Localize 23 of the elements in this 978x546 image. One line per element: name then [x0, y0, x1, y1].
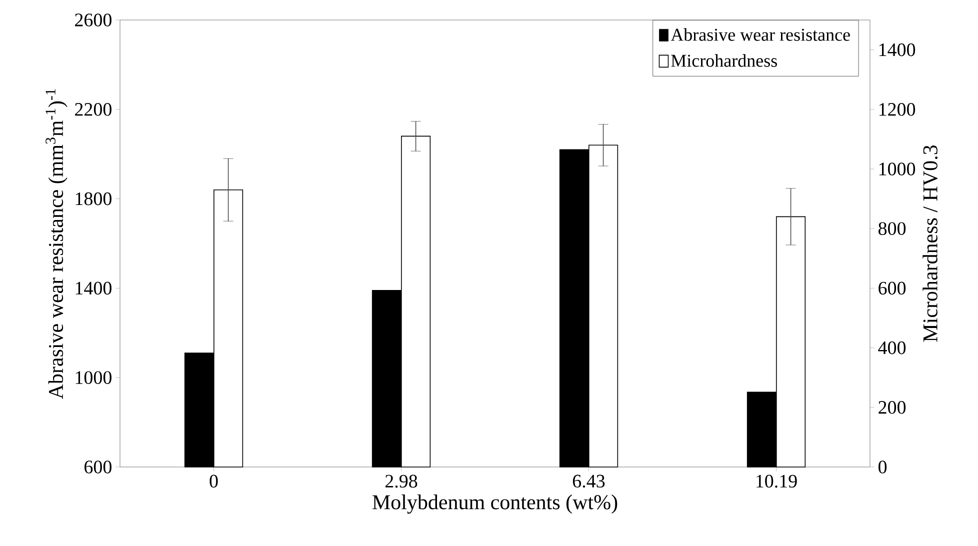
y-tick-label: 1000	[76, 371, 112, 384]
x-axis-title: Molybdenum contents (wt%)	[372, 494, 618, 514]
x-tick-label: 0	[210, 474, 218, 488]
legend-label: Abrasive wear resistance	[670, 28, 850, 41]
y-axis-title: Abrasive wear resistance (mm$^{3}$m$^{-1}$)$^{-1}$	[46, 89, 68, 400]
y-tick-label: 600	[84, 460, 112, 474]
y-tick-label: 1400	[76, 282, 112, 295]
y2-tick-label: 800	[878, 222, 906, 236]
y2-tick-label: 1000	[879, 162, 916, 176]
y-tick-label: 2200	[75, 102, 112, 116]
y2-tick-label: 600	[878, 282, 906, 295]
y-tick-label: 2600	[75, 14, 112, 26]
x-tick-label: 2.98	[385, 474, 418, 488]
y2-tick-label: 1200	[879, 102, 916, 116]
x-tick-label: 10.19	[756, 474, 797, 488]
y2-tick-label: 200	[878, 400, 906, 414]
y2-tick-label: 400	[878, 341, 906, 354]
y2-axis-title: Microhardness / HV0.3	[922, 145, 938, 342]
y-tick-label: 1800	[76, 192, 112, 206]
y2-tick-label: 0	[878, 460, 887, 474]
y2-tick-label: 1400	[879, 43, 916, 56]
legend-label: Microhardness	[671, 54, 777, 67]
x-tick-label: 6.43	[572, 474, 605, 488]
